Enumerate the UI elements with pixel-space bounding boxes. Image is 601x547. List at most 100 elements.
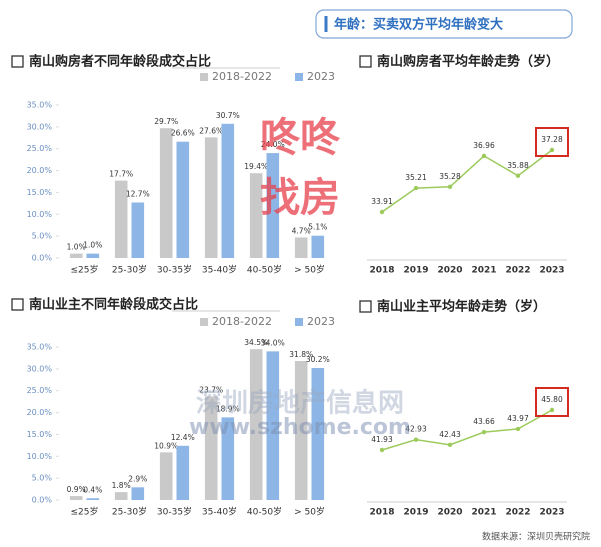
- value-label: 29.7%: [154, 117, 178, 126]
- y-tick-label: 0.0%: [32, 496, 53, 505]
- value-label: 35.21: [405, 173, 427, 182]
- y-tick-label: 20.0%: [27, 408, 53, 417]
- value-label: 12.4%: [171, 433, 195, 442]
- x-tick-label: 25-30岁: [112, 506, 147, 518]
- bar: [86, 253, 100, 258]
- value-label: 12.7%: [126, 189, 150, 198]
- y-tick-label: 10.0%: [27, 210, 53, 219]
- legend-swatch: [295, 318, 303, 326]
- y-tick-label: 35.0%: [27, 101, 53, 110]
- watermark: 咚咚: [260, 115, 341, 161]
- point: [379, 447, 385, 453]
- value-label: 45.80: [541, 395, 563, 404]
- bar: [311, 367, 325, 500]
- value-label: 24.0%: [261, 140, 285, 149]
- line: [381, 149, 553, 213]
- point: [413, 185, 419, 191]
- value-label: 0.9%: [67, 485, 86, 494]
- bar: [159, 452, 173, 500]
- chart-title: 南山购房者不同年龄段成交占比: [29, 54, 211, 70]
- value-label: 34.0%: [261, 338, 285, 347]
- header-title: 年龄：买卖双方平均年龄变大: [334, 17, 503, 33]
- point: [481, 429, 487, 435]
- value-label: 30.7%: [216, 111, 240, 120]
- bar: [204, 396, 218, 500]
- point: [379, 209, 385, 215]
- x-tick-label: 2021: [471, 266, 496, 276]
- value-label: 35.88: [507, 161, 529, 170]
- bar: [69, 496, 83, 500]
- value-label: 2.9%: [128, 474, 147, 483]
- y-tick-label: 35.0%: [27, 343, 53, 352]
- value-label: 10.9%: [154, 441, 178, 450]
- y-tick-label: 15.0%: [27, 188, 53, 197]
- value-label: 42.93: [405, 425, 427, 434]
- value-label: 36.96: [473, 141, 495, 150]
- bar: [131, 487, 145, 500]
- x-tick-label: 30-35岁: [157, 264, 192, 276]
- chart-title: 南山购房者平均年龄走势（岁）: [377, 54, 559, 70]
- value-label: 42.43: [439, 430, 461, 439]
- value-label: 23.7%: [199, 385, 223, 394]
- value-label: 0.4%: [83, 485, 102, 494]
- value-label: 27.6%: [199, 126, 223, 135]
- value-label: 34.5%: [244, 338, 268, 347]
- value-label: 1.0%: [67, 243, 86, 252]
- bar: [266, 153, 280, 258]
- title-icon: [359, 55, 372, 68]
- x-tick-label: 2020: [437, 508, 462, 518]
- x-tick-label: 25-30岁: [112, 264, 147, 276]
- title-icon: [359, 300, 372, 313]
- x-tick-label: 2021: [471, 508, 496, 518]
- value-label: 4.7%: [292, 226, 311, 235]
- value-label: 17.7%: [109, 170, 133, 179]
- x-tick-label: 2023: [539, 266, 564, 276]
- bar: [294, 360, 308, 500]
- x-tick-label: 30-35岁: [157, 506, 192, 518]
- value-label: 35.28: [439, 172, 461, 181]
- highlight-box: [535, 127, 569, 157]
- bar: [86, 498, 100, 500]
- value-label: 43.97: [507, 414, 529, 423]
- x-tick-label: 2019: [403, 508, 428, 518]
- bar: [69, 253, 83, 258]
- value-label: 1.8%: [112, 481, 131, 490]
- y-tick-label: 10.0%: [27, 452, 53, 461]
- point: [413, 437, 419, 442]
- watermark: 找房: [260, 175, 340, 221]
- value-label: 41.93: [371, 435, 393, 444]
- bar: [294, 237, 308, 258]
- bar: [221, 123, 235, 258]
- bar: [114, 180, 128, 258]
- bar: [131, 202, 145, 258]
- x-tick-label: 2022: [505, 266, 530, 276]
- point: [549, 147, 555, 153]
- x-tick-label: ≤25岁: [71, 506, 99, 518]
- highlight-box: [535, 387, 569, 417]
- bar: [176, 445, 190, 500]
- line: [381, 409, 553, 451]
- y-tick-label: 30.0%: [27, 122, 53, 131]
- title-icon: [11, 55, 24, 68]
- legend-swatch: [200, 73, 208, 81]
- legend-label: 2018-2022: [212, 315, 272, 328]
- point: [447, 442, 453, 448]
- value-label: 26.6%: [171, 129, 195, 138]
- legend-swatch: [200, 318, 208, 326]
- bar: [249, 173, 263, 258]
- x-tick-label: 40-50岁: [247, 506, 282, 518]
- x-tick-label: 2018: [369, 508, 394, 518]
- y-tick-label: 5.0%: [32, 232, 53, 241]
- point: [447, 184, 453, 189]
- bar: [204, 137, 218, 258]
- bar: [176, 141, 190, 258]
- chart-title: 南山业主平均年龄走势（岁）: [377, 299, 546, 315]
- title-icon: [11, 298, 24, 311]
- value-label: 19.4%: [244, 162, 268, 171]
- point: [515, 426, 521, 432]
- x-tick-label: 2022: [505, 508, 530, 518]
- point: [549, 407, 555, 413]
- point: [515, 173, 521, 178]
- y-tick-label: 25.0%: [27, 386, 53, 395]
